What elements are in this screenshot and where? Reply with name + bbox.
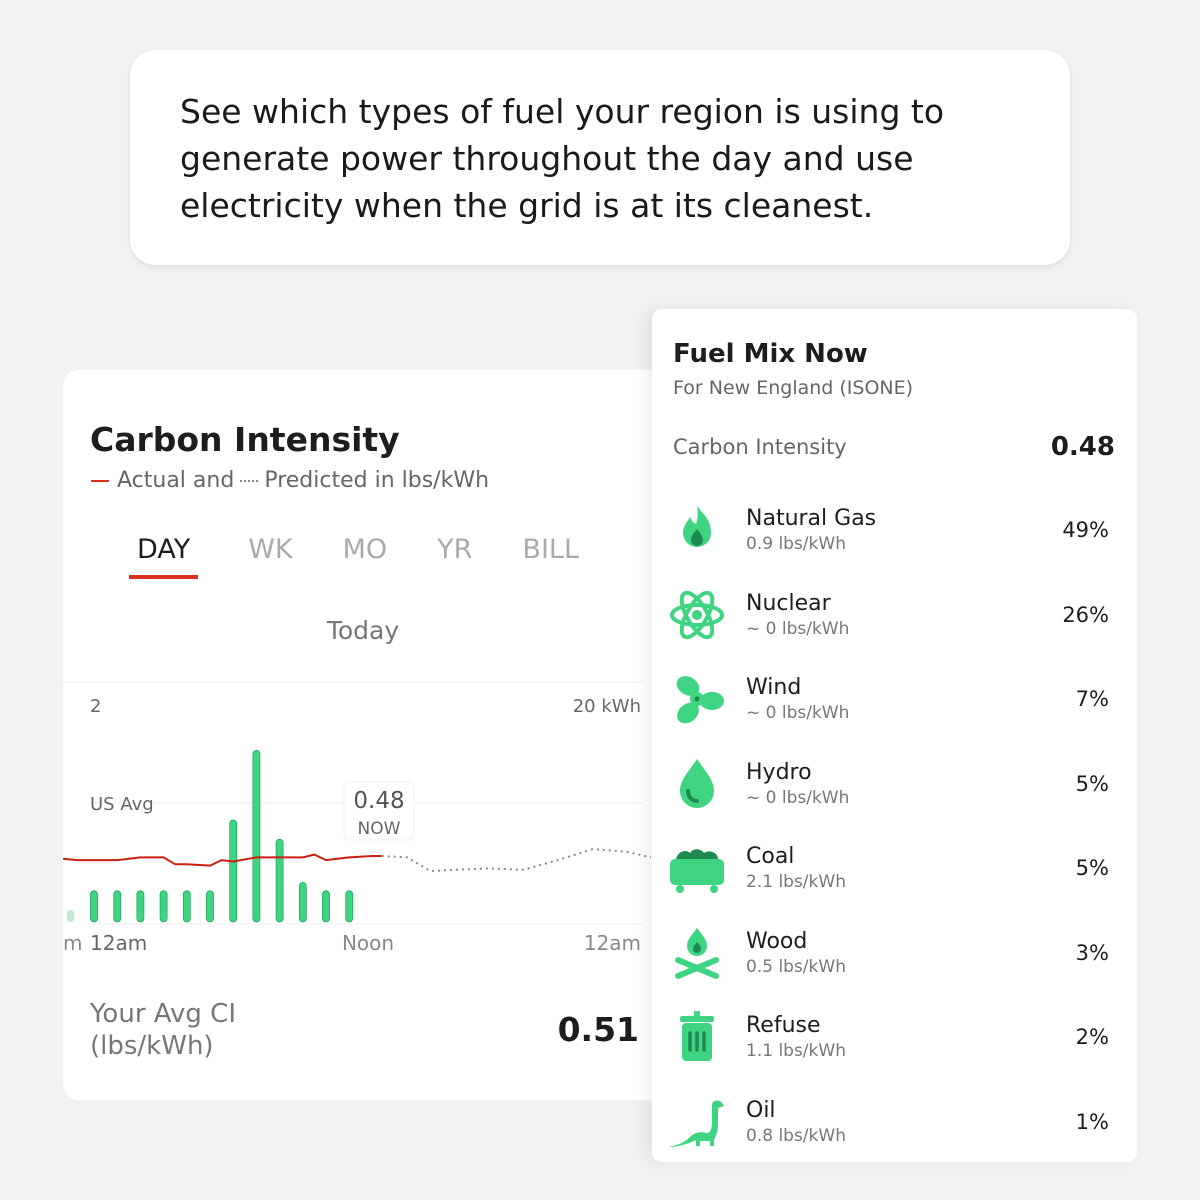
x-tick-start: 12am (90, 931, 147, 955)
fuel-name: Hydro (746, 759, 812, 785)
now-tooltip: 0.48 NOW (343, 781, 415, 841)
usage-bar[interactable] (275, 838, 284, 923)
usage-bar[interactable] (136, 890, 145, 923)
us-avg-label: US Avg (90, 794, 154, 815)
atom-icon (670, 590, 724, 639)
fuel-rate: ~ 0 lbs/kWh (746, 618, 850, 639)
fuel-mix-region: For New England (ISONE) (673, 377, 914, 399)
fuel-rate: ~ 0 lbs/kWh (746, 787, 850, 808)
fuel-row-natural-gas: Natural Gas 0.9 lbs/kWh 49% (666, 495, 1109, 565)
fuel-name: Wood (746, 928, 808, 954)
usage-bar[interactable] (182, 890, 191, 923)
usage-bar[interactable] (229, 819, 238, 923)
fuel-row-hydro: Hydro ~ 0 lbs/kWh 5% (666, 749, 1109, 819)
fuel-name: Natural Gas (746, 506, 877, 531)
left-axis-label: 2 (90, 696, 101, 717)
fuel-percent: 5% (1075, 771, 1109, 796)
usage-bar[interactable] (322, 890, 330, 923)
avg-ci-label: Your Avg CI (lbs/kWh) (90, 999, 237, 1061)
usage-bar[interactable] (252, 750, 261, 923)
carbon-intensity-card: Carbon Intensity Actual and Predicted in … (63, 370, 663, 1100)
predicted-legend-swatch (240, 480, 259, 482)
x-edge-label: m (63, 931, 82, 955)
tab-year[interactable]: YR (437, 534, 473, 565)
card-title: Carbon Intensity (90, 420, 400, 459)
fuel-row-coal: Coal 2.1 lbs/kWh 5% (666, 833, 1109, 903)
fuel-name: Oil (746, 1097, 776, 1123)
tab-day[interactable]: DAY (129, 534, 199, 579)
fuel-name: Refuse (746, 1013, 821, 1038)
fuel-rate: 0.5 lbs/kWh (746, 956, 846, 977)
flame-icon (683, 505, 711, 547)
usage-bar[interactable] (159, 890, 168, 923)
fuel-mix-card: Fuel Mix Now For New England (ISONE) Car… (652, 309, 1137, 1162)
fuel-percent: 5% (1075, 856, 1109, 880)
fuel-row-refuse: Refuse 1.1 lbs/kWh 2% (666, 1002, 1109, 1072)
avg-ci-value: 0.51 (557, 1010, 639, 1049)
fuel-row-oil: Oil 0.8 lbs/kWh 1% (666, 1087, 1109, 1157)
predicted-ci-line (381, 848, 652, 873)
x-tick-end: 12am (584, 931, 641, 955)
coal-cart-icon (670, 849, 724, 893)
usage-bar[interactable] (90, 890, 98, 923)
legend-predicted: Predicted in lbs/kWh (264, 468, 490, 493)
fuel-row-wood: Wood 0.5 lbs/kWh 3% (666, 918, 1109, 988)
now-value: 0.48 (353, 788, 404, 814)
usage-bar[interactable] (345, 890, 354, 923)
chart-legend: Actual and Predicted in lbs/kWh (91, 468, 489, 493)
ci-label: Carbon Intensity (673, 435, 847, 459)
fuel-name: Coal (746, 844, 795, 869)
tab-bill[interactable]: BILL (522, 534, 579, 565)
actual-legend-swatch (91, 480, 109, 482)
fuel-row-wind: Wind ~ 0 lbs/kWh 7% (666, 664, 1109, 734)
fuel-rate: ~ 0 lbs/kWh (746, 703, 850, 723)
water-drop-icon (680, 758, 714, 808)
fuel-name: Wind (746, 675, 802, 700)
fuel-percent: 3% (1075, 940, 1109, 965)
fuel-rate: 0.8 lbs/kWh (746, 1125, 846, 1146)
fuel-row-nuclear: Nuclear ~ 0 lbs/kWh 26% (666, 580, 1109, 650)
fuel-percent: 1% (1075, 1109, 1109, 1134)
fuel-mix-title: Fuel Mix Now (673, 339, 868, 369)
fuel-name: Nuclear (746, 590, 831, 616)
tab-month[interactable]: MO (342, 534, 388, 565)
fan-icon (676, 676, 724, 724)
usage-bar[interactable] (113, 890, 122, 923)
campfire-icon (675, 927, 719, 979)
now-label: NOW (358, 819, 401, 839)
dinosaur-icon (668, 1100, 724, 1147)
fuel-percent: 7% (1075, 687, 1109, 711)
carbon-intensity-row: Carbon Intensity 0.48 (673, 432, 1115, 462)
fuel-percent: 49% (1062, 518, 1109, 542)
fuel-rate: 1.1 lbs/kWh (746, 1041, 846, 1061)
intro-card: See which types of fuel your region is u… (130, 50, 1070, 265)
intro-text: See which types of fuel your region is u… (180, 92, 945, 225)
tab-week[interactable]: WK (248, 534, 293, 565)
fuel-rate: 0.9 lbs/kWh (746, 534, 846, 554)
usage-bar-previous (67, 910, 74, 922)
usage-bar[interactable] (206, 890, 214, 923)
fuel-rate: 2.1 lbs/kWh (746, 872, 846, 892)
trash-can-icon (680, 1011, 714, 1061)
period-tabs: DAY WK MO YR BILL (129, 534, 629, 579)
carbon-chart[interactable]: 2 20 kWh US Avg 0.48 NOW m 12am Noon 12a… (63, 670, 663, 960)
ci-value: 0.48 (1050, 432, 1115, 462)
legend-actual: Actual and (117, 468, 235, 493)
actual-ci-line (63, 853, 382, 867)
x-tick-noon: Noon (342, 931, 394, 955)
fuel-percent: 2% (1075, 1025, 1109, 1049)
period-label: Today (326, 616, 400, 645)
right-axis-label: 20 kWh (573, 696, 641, 717)
fuel-percent: 26% (1062, 602, 1109, 627)
usage-bar[interactable] (298, 881, 307, 923)
